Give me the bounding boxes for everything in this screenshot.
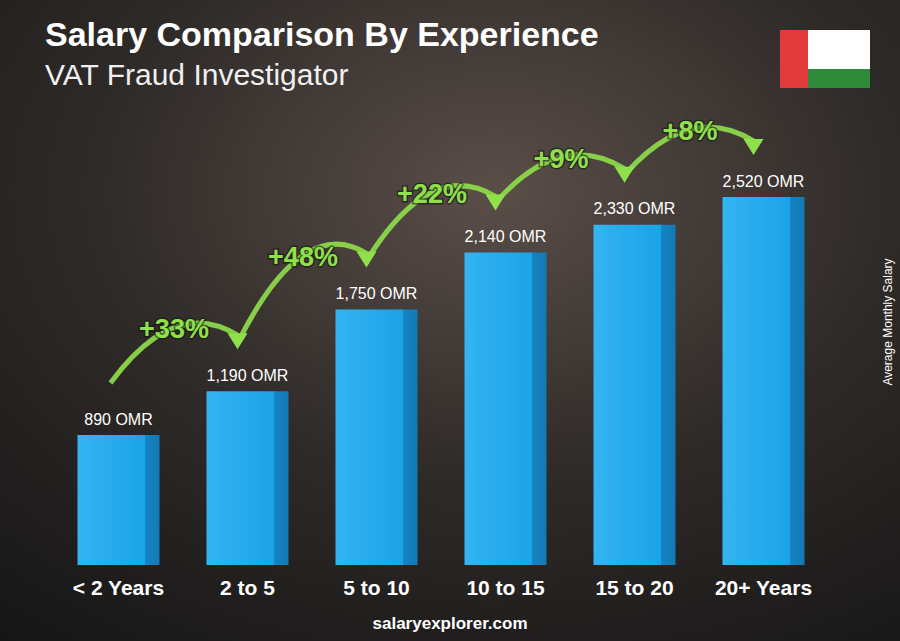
svg-text:1,190 OMR: 1,190 OMR (207, 367, 289, 384)
svg-text:2 to 5: 2 to 5 (220, 576, 275, 599)
svg-text:2,520 OMR: 2,520 OMR (723, 173, 805, 190)
svg-text:10 to 15: 10 to 15 (466, 576, 545, 599)
svg-text:1,750 OMR: 1,750 OMR (336, 285, 418, 302)
svg-text:+8%: +8% (663, 116, 718, 146)
svg-text:salaryexplorer.com: salaryexplorer.com (373, 614, 528, 633)
svg-text:Salary Comparison By Experienc: Salary Comparison By Experience (45, 15, 599, 53)
svg-text:+9%: +9% (534, 144, 589, 174)
svg-text:+48%: +48% (268, 242, 338, 272)
svg-text:20+ Years: 20+ Years (715, 576, 812, 599)
svg-text:2,140 OMR: 2,140 OMR (465, 228, 547, 245)
svg-text:+33%: +33% (139, 314, 209, 344)
svg-text:5 to 10: 5 to 10 (343, 576, 410, 599)
svg-text:+22%: +22% (397, 179, 467, 209)
svg-text:Average Monthly Salary: Average Monthly Salary (881, 258, 895, 385)
svg-text:< 2 Years: < 2 Years (73, 576, 164, 599)
svg-text:VAT Fraud Investigator: VAT Fraud Investigator (45, 58, 348, 91)
svg-text:2,330 OMR: 2,330 OMR (594, 200, 676, 217)
svg-text:890 OMR: 890 OMR (84, 411, 152, 428)
svg-text:15 to 20: 15 to 20 (595, 576, 673, 599)
